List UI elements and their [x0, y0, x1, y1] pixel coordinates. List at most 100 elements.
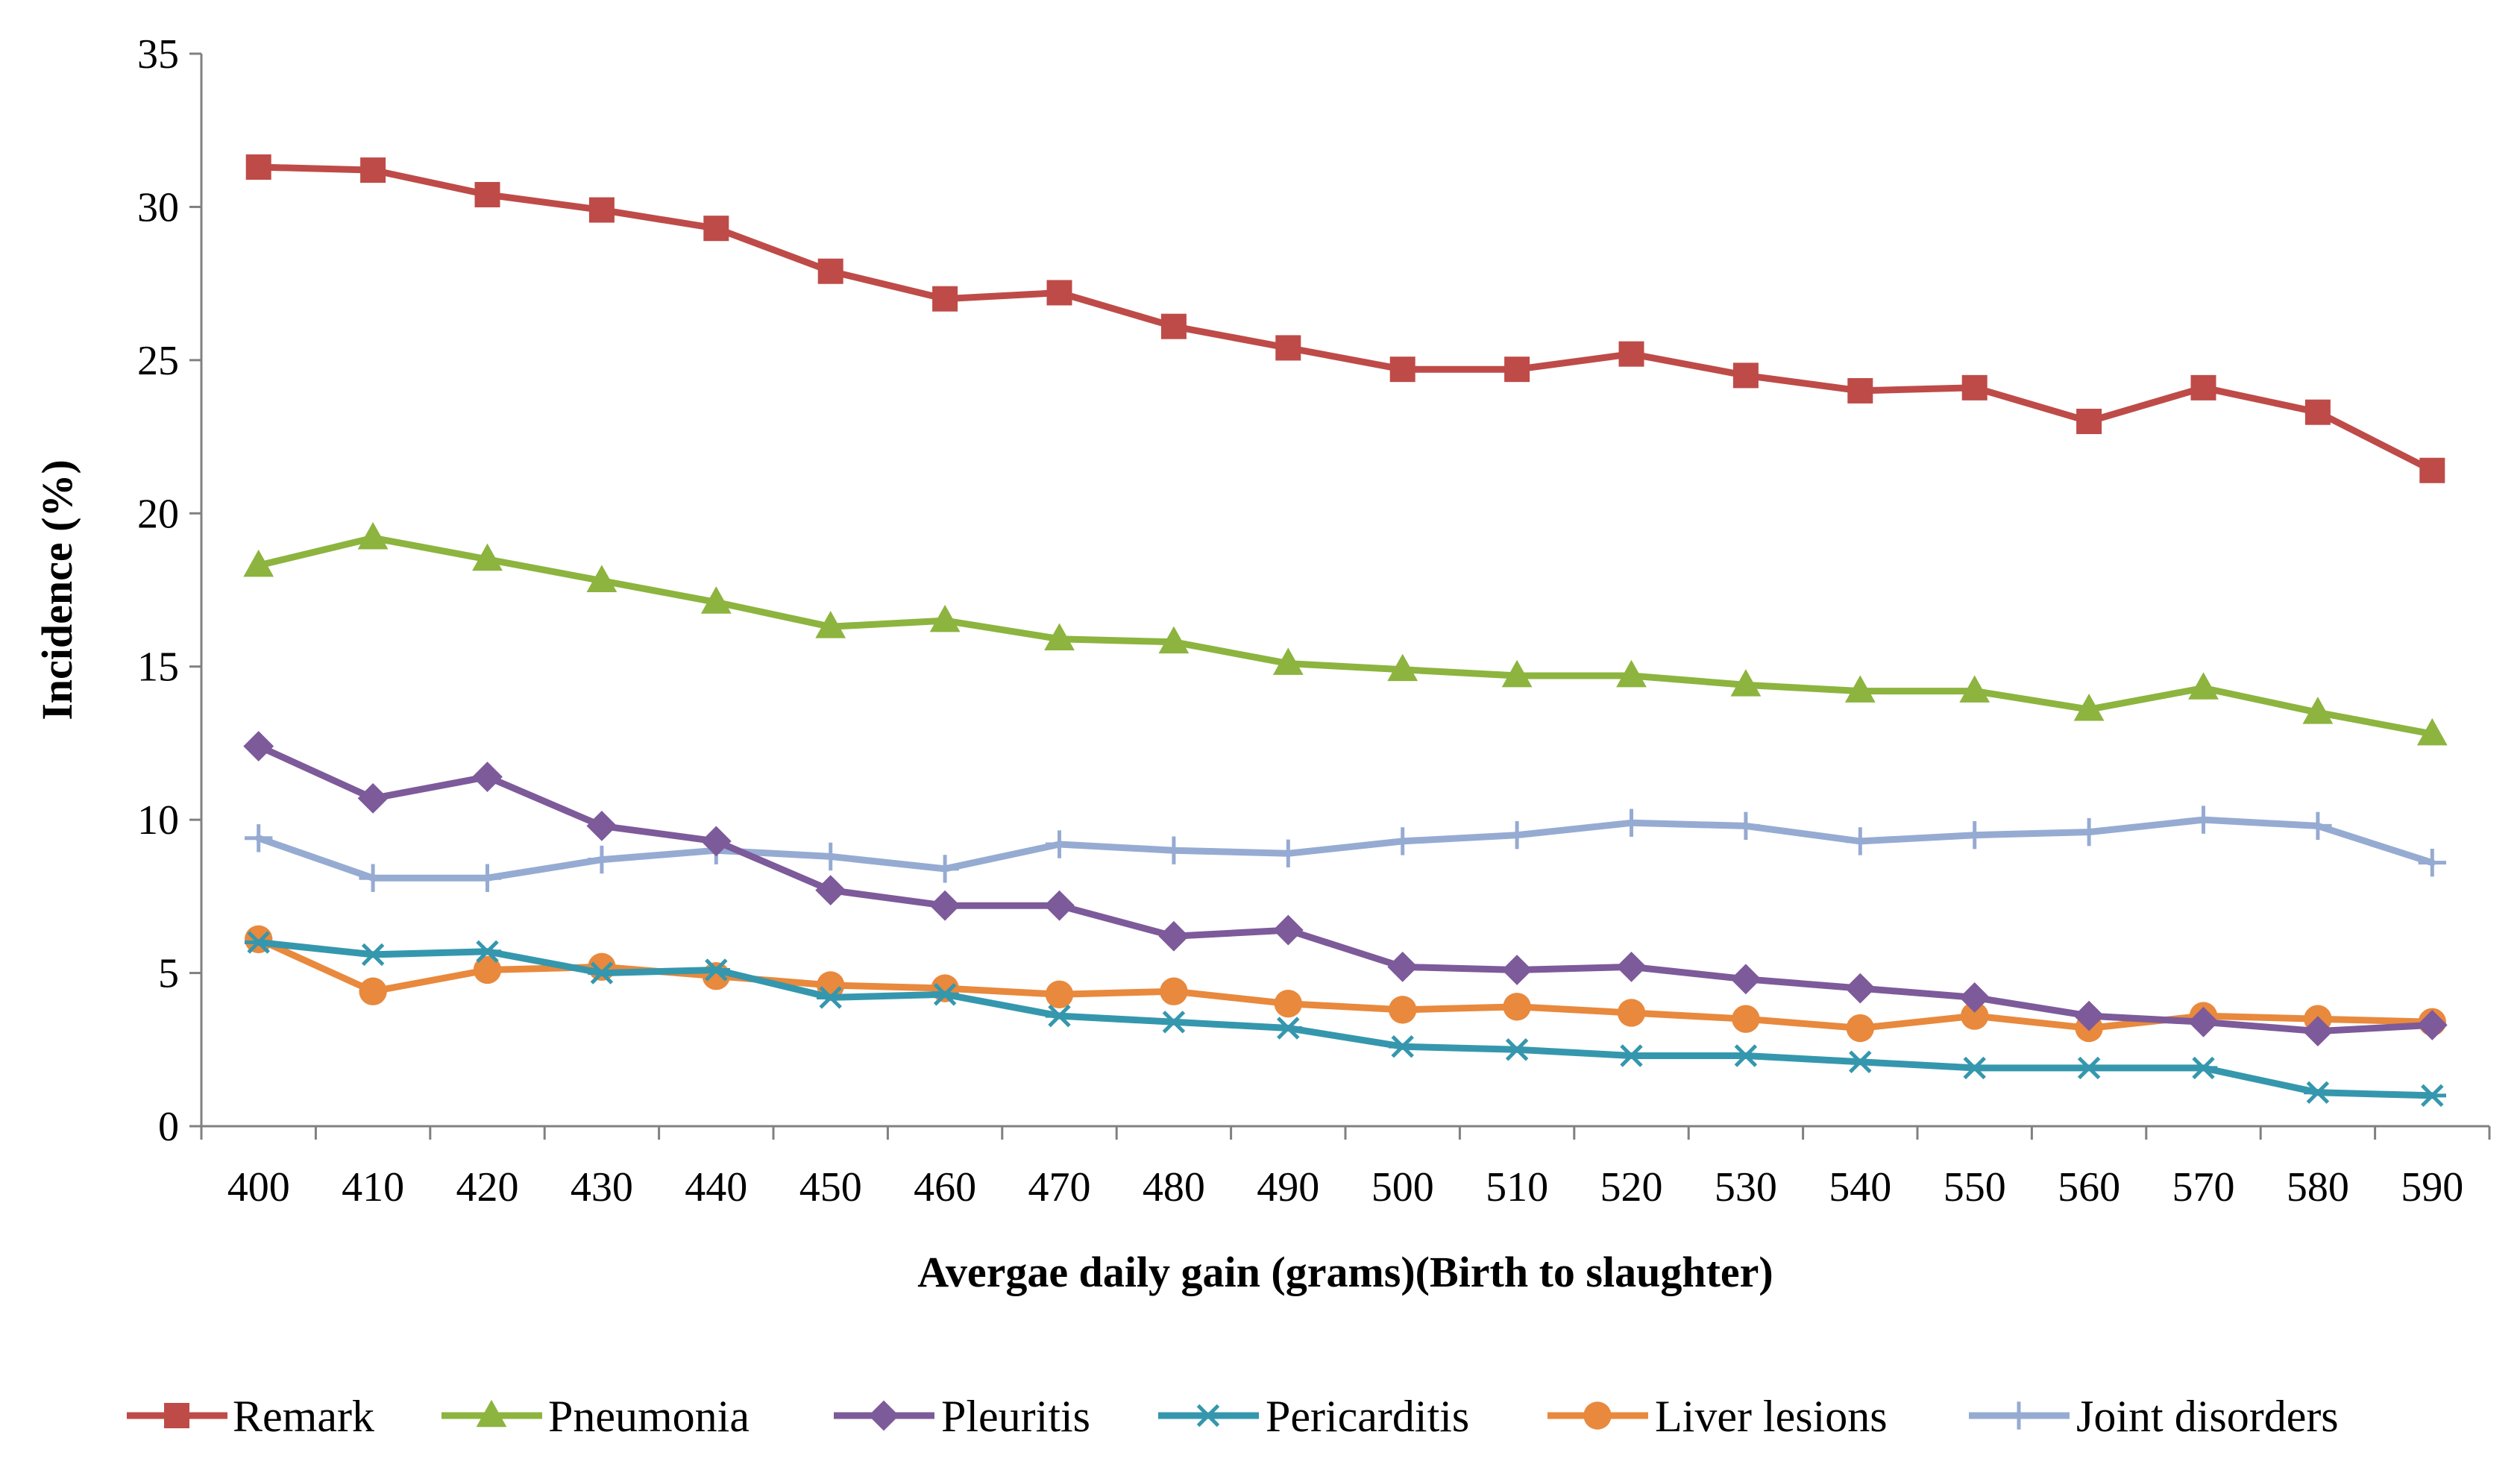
- data-point-remark: [1046, 280, 1072, 306]
- data-point-joint-disorders: [1846, 827, 1874, 855]
- y-tick-label: 15: [137, 644, 179, 691]
- data-point-pneumonia: [700, 586, 732, 614]
- data-point-pneumonia: [2302, 697, 2334, 724]
- data-point-pleuritis: [1387, 951, 1418, 982]
- x-tick-label: 480: [1143, 1164, 1205, 1210]
- data-point-pneumonia: [1387, 653, 1418, 682]
- data-point-pleuritis: [586, 810, 618, 841]
- marker-stroke: [1963, 1056, 1986, 1080]
- marker-stroke: [2306, 1081, 2330, 1105]
- data-point-pericarditis: [1732, 1044, 1760, 1067]
- marker-stroke: [1734, 1044, 1758, 1067]
- marker-stroke: [1849, 1050, 1872, 1073]
- x-tick-label: 420: [456, 1164, 519, 1210]
- series-layer: [243, 154, 2448, 1108]
- legend-item-pericarditis: Pericarditis: [1158, 1392, 1469, 1441]
- series-line-pericarditis: [255, 939, 2436, 1099]
- data-point-pericarditis: [473, 940, 502, 964]
- data-point-remark: [1160, 313, 1187, 339]
- legend-item-pneumonia: Pneumonia: [442, 1392, 750, 1441]
- data-point-liver-lesions: [1846, 1014, 1874, 1043]
- legend-label-remark: Remark: [233, 1392, 374, 1441]
- axis-labels: Avergae daily gain (grams)(Birth to slau…: [33, 459, 1773, 1296]
- data-point-remark: [2419, 457, 2445, 483]
- data-point-pericarditis: [702, 958, 730, 982]
- data-point-pericarditis: [1503, 1038, 1531, 1061]
- data-point-pneumonia: [2416, 717, 2448, 746]
- data-point-liver-lesions: [1389, 996, 1417, 1024]
- data-point-pneumonia: [1044, 623, 1075, 651]
- x-tick-label: 410: [342, 1164, 404, 1210]
- data-point-pericarditis: [245, 931, 273, 954]
- data-point-pneumonia: [929, 604, 961, 632]
- data-point-joint-disorders: [359, 864, 387, 892]
- legend: Remark Pneumonia Pleuritis Pericarditis Live…: [127, 1392, 2339, 1441]
- data-point-liver-lesions: [702, 961, 730, 990]
- data-point-pneumonia: [1158, 626, 1190, 654]
- legend-marker-joint-disorders: [2005, 1401, 2033, 1430]
- x-tick-label: 490: [1257, 1164, 1319, 1210]
- data-point-pericarditis: [1961, 1056, 1989, 1080]
- data-point-liver-lesions: [1045, 980, 1074, 1009]
- marker-stroke: [2192, 1056, 2215, 1080]
- data-point-joint-disorders: [588, 845, 616, 874]
- data-point-pleuritis: [2073, 1000, 2105, 1031]
- data-point-remark: [360, 157, 386, 183]
- data-point-pericarditis: [931, 983, 959, 1006]
- series-line-pleuritis: [255, 743, 2436, 1035]
- series-joint-disorders: [245, 805, 2446, 892]
- data-point-joint-disorders: [2304, 811, 2332, 841]
- data-point-remark: [1389, 357, 1415, 383]
- series-line-pneumonia: [255, 534, 2436, 738]
- data-point-pleuritis: [1501, 955, 1533, 985]
- legend-marker-liver-lesions: [1583, 1401, 1612, 1430]
- data-point-joint-disorders: [1617, 808, 1646, 837]
- data-point-pericarditis: [588, 961, 616, 984]
- data-point-remark: [1847, 377, 1873, 403]
- marker-stroke: [1196, 1404, 1220, 1428]
- data-point-pericarditis: [817, 986, 845, 1009]
- data-point-liver-lesions: [1732, 1005, 1760, 1033]
- x-tick-label: 440: [685, 1164, 747, 1210]
- data-point-pericarditis: [1389, 1034, 1417, 1058]
- data-point-remark: [588, 197, 615, 223]
- data-point-remark: [817, 258, 843, 284]
- marker-stroke: [819, 986, 842, 1009]
- series-line-liver-lesions: [255, 935, 2436, 1031]
- data-point-pneumonia: [586, 565, 618, 592]
- data-point-joint-disorders: [1160, 836, 1188, 864]
- legend-marker-pericarditis: [1194, 1404, 1222, 1428]
- y-tick-label: 25: [137, 338, 179, 384]
- data-point-pleuritis: [1959, 982, 1990, 1013]
- legend-marker-pneumonia: [476, 1399, 507, 1428]
- data-point-pleuritis: [1158, 920, 1190, 952]
- legend-item-remark: Remark: [127, 1392, 374, 1441]
- data-point-pleuritis: [243, 731, 274, 761]
- data-point-pericarditis: [359, 943, 387, 967]
- series-line-remark: [255, 163, 2436, 474]
- marker-stroke: [476, 940, 499, 964]
- marker-stroke: [1505, 1038, 1529, 1061]
- legend-marker-remark: [164, 1403, 189, 1428]
- data-point-pneumonia: [243, 549, 274, 577]
- legend-label-pneumonia: Pneumonia: [548, 1392, 750, 1441]
- legend-marker-pleuritis: [868, 1400, 899, 1431]
- data-point-pleuritis: [929, 890, 961, 921]
- data-point-joint-disorders: [1274, 839, 1302, 868]
- data-point-remark: [1618, 341, 1644, 367]
- data-point-pneumonia: [1730, 669, 1762, 697]
- x-tick-label: 570: [2172, 1164, 2235, 1210]
- marker-stroke: [705, 958, 728, 982]
- marker-stroke: [1620, 1044, 1643, 1067]
- data-point-pleuritis: [2302, 1016, 2334, 1047]
- data-point-pleuritis: [2188, 1006, 2219, 1037]
- data-point-pericarditis: [2075, 1056, 2103, 1080]
- series-line-joint-disorders: [255, 816, 2436, 882]
- data-point-pneumonia: [1959, 675, 1990, 703]
- data-point-pleuritis: [1044, 890, 1075, 921]
- y-axis-title: Incidence (%): [33, 459, 81, 720]
- data-point-pneumonia: [1844, 675, 1876, 703]
- legend-item-liver-lesions: Liver lesions: [1547, 1392, 1888, 1441]
